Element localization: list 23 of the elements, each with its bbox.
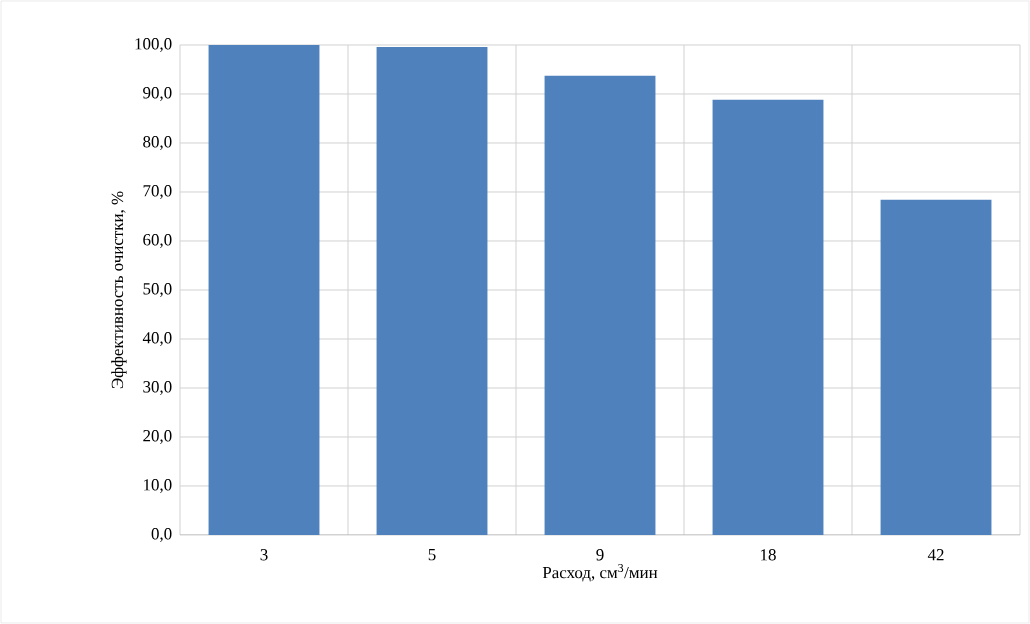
x-tick-label: 42	[927, 549, 944, 561]
x-tick-label: 3	[260, 549, 268, 561]
bar	[880, 199, 992, 535]
bar	[544, 75, 656, 535]
y-tick-label: 60,0	[143, 234, 172, 248]
bar	[208, 44, 320, 535]
bar	[376, 46, 488, 535]
x-axis-title: Расход, см$^{3}$/мин	[542, 564, 658, 582]
x-tick-label: 5	[428, 549, 436, 561]
y-tick-label: 70,0	[143, 185, 172, 199]
y-tick-label: 100,0	[135, 38, 172, 52]
y-tick-label: 20,0	[143, 430, 172, 444]
y-tick-label: 30,0	[143, 381, 172, 395]
y-tick-label: 10,0	[144, 479, 172, 493]
x-tick-label: 9	[596, 549, 604, 561]
bar	[712, 99, 824, 535]
y-tick-label: 90,0	[143, 87, 172, 101]
y-tick-label: 50,0	[143, 283, 172, 297]
y-axis-title: Эффективность очистки, %	[111, 191, 127, 389]
y-tick-label: 80,0	[143, 136, 172, 150]
x-tick-label: 18	[761, 549, 776, 561]
y-tick-label: 0,0	[151, 528, 172, 542]
y-tick-label: 40,0	[142, 332, 172, 346]
